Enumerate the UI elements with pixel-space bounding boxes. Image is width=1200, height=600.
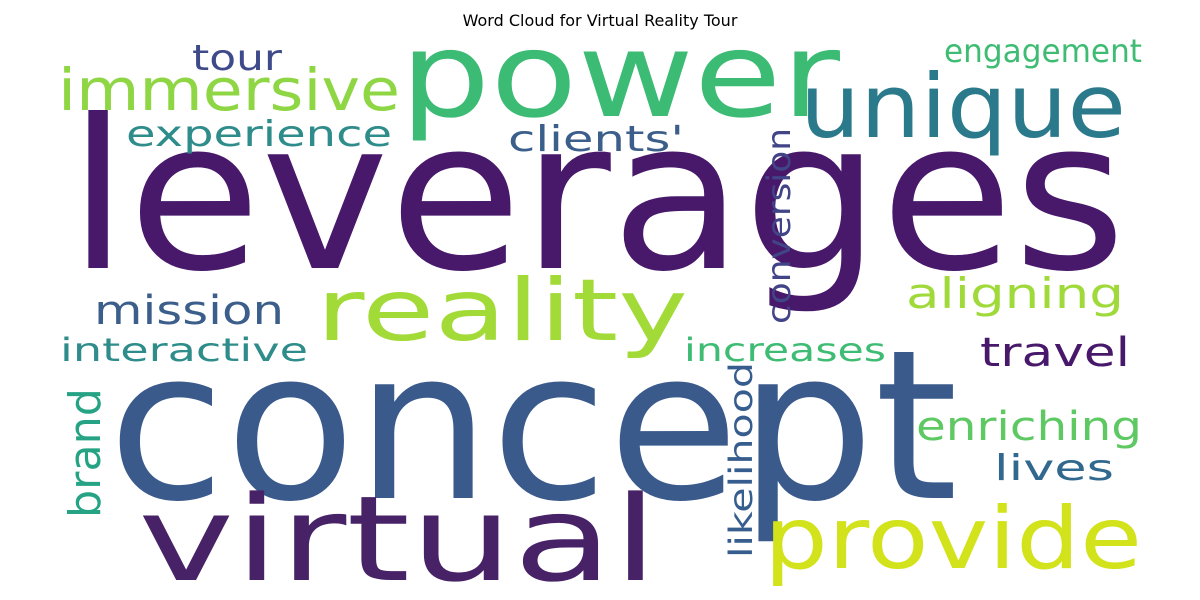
word-unique: unique — [800, 55, 1126, 158]
word-brand: brand — [60, 388, 111, 518]
word-reality: reality — [316, 261, 688, 361]
word-clients: clients' — [508, 119, 684, 160]
word-experience: experience — [126, 114, 392, 155]
word-interactive: interactive — [60, 331, 308, 369]
word-increases: increases — [684, 331, 886, 369]
word-enriching: enriching — [916, 404, 1142, 450]
word-lives: lives — [994, 448, 1114, 489]
word-concept: concept — [108, 306, 958, 548]
word-travel: travel — [980, 330, 1130, 376]
word-aligning: aligning — [906, 269, 1124, 318]
word-conversion: conversion — [760, 128, 798, 324]
word-power: power — [400, 6, 841, 144]
word-virtual: virtual — [138, 470, 658, 600]
word-mission: mission — [94, 288, 284, 334]
word-immersive: immersive — [58, 56, 400, 124]
word-provide: provide — [764, 489, 1142, 589]
word-tour: tour — [192, 38, 282, 79]
word-likelihood: likelihood — [722, 362, 760, 558]
word-engagement: engagement — [944, 32, 1142, 70]
word-leverages: leverages — [68, 76, 1126, 318]
chart-title: Word Cloud for Virtual Reality Tour — [462, 11, 738, 30]
